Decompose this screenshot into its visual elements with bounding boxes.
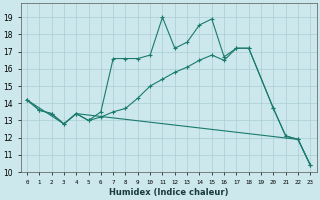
X-axis label: Humidex (Indice chaleur): Humidex (Indice chaleur) [109,188,228,197]
